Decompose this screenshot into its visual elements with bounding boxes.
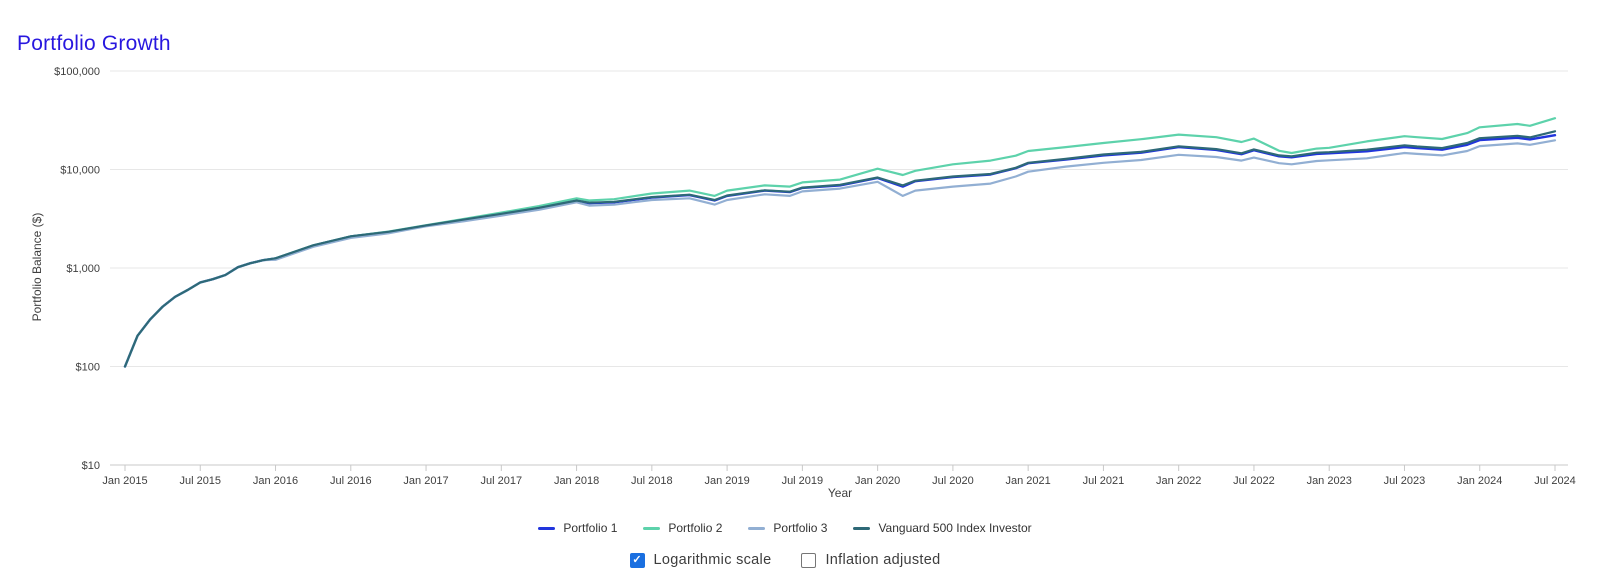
series-line-vanguard-500-index-investor[interactable] (123, 130, 1557, 368)
x-tick-label: Jul 2015 (179, 475, 221, 487)
x-tick-label: Jul 2021 (1083, 475, 1125, 487)
chart-legend: Portfolio 1 Portfolio 2 Portfolio 3 Vanguar… (0, 521, 1570, 535)
logarithmic-scale-label: Logarithmic scale (653, 552, 772, 568)
page-title: Portfolio Growth (17, 32, 171, 56)
x-tick-label: Jul 2024 (1534, 475, 1576, 487)
legend-label-portfolio-3: Portfolio 3 (773, 521, 828, 535)
legend-label-portfolio-1: Portfolio 1 (563, 521, 618, 535)
x-tick-label: Jan 2019 (704, 475, 749, 487)
legend-label-portfolio-2: Portfolio 2 (668, 521, 723, 535)
y-axis-title: Portfolio Balance ($) (30, 212, 44, 322)
x-tick-label: Jan 2020 (855, 475, 900, 487)
series-line-portfolio-3[interactable] (123, 139, 1557, 368)
y-tick-label: $100 (76, 362, 100, 374)
x-tick-label: Jul 2018 (631, 475, 673, 487)
x-tick-label: Jul 2020 (932, 475, 974, 487)
legend-swatch-vanguard-500-index-investor (853, 526, 871, 530)
legend-item-portfolio-2[interactable]: Portfolio 2 (643, 521, 722, 535)
chart-controls: ✓ Logarithmic scale Inflation adjusted (0, 552, 1570, 568)
legend-swatch-portfolio-2 (643, 526, 661, 530)
x-tick-label: Jan 2024 (1457, 475, 1502, 487)
legend-item-vanguard-500-index-investor[interactable]: Vanguard 500 Index Investor (853, 521, 1032, 535)
x-tick-label: Jan 2023 (1307, 475, 1352, 487)
y-tick-label: $10 (82, 460, 100, 472)
checkbox-logarithmic-icon[interactable]: ✓ (629, 552, 645, 568)
x-tick-label: Jan 2018 (554, 475, 599, 487)
legend-swatch-portfolio-3 (748, 526, 766, 530)
inflation-adjusted-checkbox[interactable]: Inflation adjusted (801, 552, 940, 568)
x-tick-label: Jan 2022 (1156, 475, 1201, 487)
checkbox-inflation-icon[interactable] (801, 552, 817, 568)
x-tick-label: Jul 2019 (782, 475, 824, 487)
legend-item-portfolio-3[interactable]: Portfolio 3 (748, 521, 827, 535)
x-tick-label: Jan 2017 (403, 475, 448, 487)
logarithmic-scale-checkbox[interactable]: ✓ Logarithmic scale (629, 552, 772, 568)
x-tick-label: Jul 2016 (330, 475, 372, 487)
portfolio-growth-chart[interactable]: $100,000 $10,000 $1,000 $100 $10 Jan 2015 Jul … (0, 0, 1600, 505)
series-line-portfolio-2[interactable] (123, 117, 1557, 368)
x-tick-label: Jul 2023 (1384, 475, 1426, 487)
x-axis-title: Year (827, 486, 853, 500)
legend-item-portfolio-1[interactable]: Portfolio 1 (538, 521, 617, 535)
x-tick-label: Jan 2021 (1006, 475, 1051, 487)
x-tick-label: Jul 2017 (481, 475, 523, 487)
y-tick-label: $100,000 (54, 66, 100, 78)
y-tick-label: $10,000 (60, 165, 100, 177)
x-tick-label: Jan 2015 (102, 475, 147, 487)
y-tick-label: $1,000 (66, 263, 100, 275)
x-tick-label: Jan 2016 (253, 475, 298, 487)
legend-swatch-portfolio-1 (538, 526, 556, 530)
x-tick-label: Jul 2022 (1233, 475, 1275, 487)
legend-label-vanguard-500-index-investor: Vanguard 500 Index Investor (878, 521, 1032, 535)
inflation-adjusted-label: Inflation adjusted (825, 552, 941, 568)
